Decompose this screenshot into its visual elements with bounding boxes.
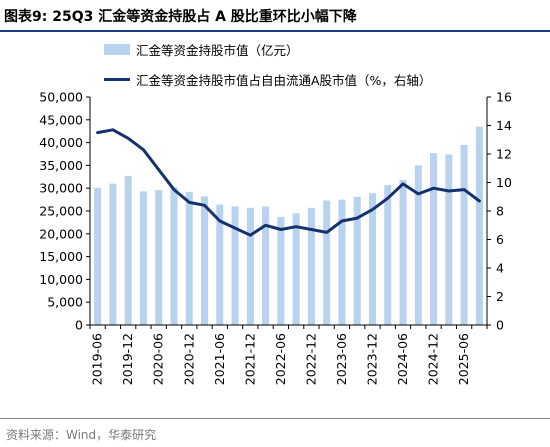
bar-2022-09 <box>292 213 300 325</box>
x-tick-label: 2021-06 <box>212 333 227 385</box>
chart-title: 图表9: 25Q3 汇金等资金持股占 A 股比重环比小幅下降 <box>4 9 357 25</box>
x-tick-label: 2022-12 <box>303 333 318 385</box>
left-tick-label: 5,000 <box>47 295 83 310</box>
left-tick-label: 0 <box>75 318 83 333</box>
right-tick-label: 2 <box>496 289 504 304</box>
legend-bar-swatch <box>104 44 130 55</box>
legend-line-label: 汇金等资金持股市值占自由流通A股市值（%，右轴） <box>136 73 432 88</box>
right-tick-label: 14 <box>496 118 512 133</box>
bar-2020-06 <box>155 190 163 325</box>
source-note: 资料来源：Wind，华泰研究 <box>6 428 157 442</box>
left-tick-label: 30,000 <box>39 181 83 196</box>
ratio-line <box>96 128 481 237</box>
right-tick-label: 0 <box>496 318 504 333</box>
bar-2019-12 <box>124 175 132 325</box>
x-tick-label: 2019-12 <box>120 333 135 385</box>
bar-2020-03 <box>139 191 147 325</box>
legend-bar: 汇金等资金持股市值（亿元） <box>104 40 299 59</box>
bar-2020-09 <box>170 187 178 325</box>
axes <box>86 96 491 329</box>
right-tick-label: 12 <box>496 147 512 162</box>
bar-2024-09 <box>414 165 422 325</box>
left-tick-label: 35,000 <box>39 158 83 173</box>
bar-2019-06 <box>94 187 102 325</box>
title-rule <box>0 30 550 32</box>
bar-2019-09 <box>109 183 117 325</box>
x-tick-label: 2025-06 <box>456 333 471 385</box>
left-tick-label: 20,000 <box>39 226 83 241</box>
x-tick-label: 2020-12 <box>181 333 196 385</box>
x-tick-label: 2023-06 <box>334 333 349 385</box>
x-tick-label: 2019-06 <box>90 333 105 385</box>
bar-2022-12 <box>307 207 315 325</box>
bar-2024-06 <box>399 179 407 325</box>
x-tick-label: 2024-06 <box>395 333 410 385</box>
bar-2020-12 <box>185 191 193 325</box>
x-tick-label: 2023-12 <box>364 333 379 385</box>
bar-2025-06 <box>460 144 468 325</box>
legend-bar-label: 汇金等资金持股市值（亿元） <box>136 43 299 58</box>
right-tick-label: 6 <box>496 232 504 247</box>
bar-2024-03 <box>384 185 392 325</box>
x-tick-label: 2020-06 <box>151 333 166 385</box>
bar-2021-12 <box>246 207 254 325</box>
line-series <box>96 128 481 237</box>
x-tick-label: 2024-12 <box>426 333 441 385</box>
right-tick-label: 4 <box>496 261 504 276</box>
left-tick-label: 40,000 <box>39 135 83 150</box>
bar-2025-09 <box>475 126 483 325</box>
bar-2021-06 <box>216 204 224 325</box>
x-tick-label: 2022-06 <box>273 333 288 385</box>
x-tick-label: 2021-12 <box>242 333 257 385</box>
bar-2025-03 <box>445 154 453 325</box>
bar-2023-12 <box>368 193 376 325</box>
bar-2021-03 <box>201 196 209 325</box>
bar-2023-03 <box>323 200 331 325</box>
right-tick-label: 8 <box>496 204 504 219</box>
bar-2022-03 <box>262 206 270 325</box>
tick-labels: 0 5,000 10,000 15,000 20,000 25,000 30,000 35,0… <box>39 90 512 386</box>
right-tick-label: 16 <box>496 90 512 105</box>
left-tick-label: 45,000 <box>39 112 83 127</box>
right-tick-label: 10 <box>496 175 512 190</box>
left-tick-label: 25,000 <box>39 204 83 219</box>
bar-series <box>94 126 483 325</box>
bar-2023-09 <box>353 196 361 325</box>
bar-2023-06 <box>338 199 346 325</box>
footer-rule <box>0 418 550 419</box>
bar-2021-09 <box>231 206 239 325</box>
bar-2024-12 <box>430 153 438 325</box>
legend-line-swatch <box>104 78 130 81</box>
left-tick-label: 50,000 <box>39 90 83 105</box>
left-tick-label: 10,000 <box>39 272 83 287</box>
left-tick-label: 15,000 <box>39 249 83 264</box>
bar-2022-06 <box>277 216 285 325</box>
legend-line: 汇金等资金持股市值占自由流通A股市值（%，右轴） <box>104 70 431 89</box>
